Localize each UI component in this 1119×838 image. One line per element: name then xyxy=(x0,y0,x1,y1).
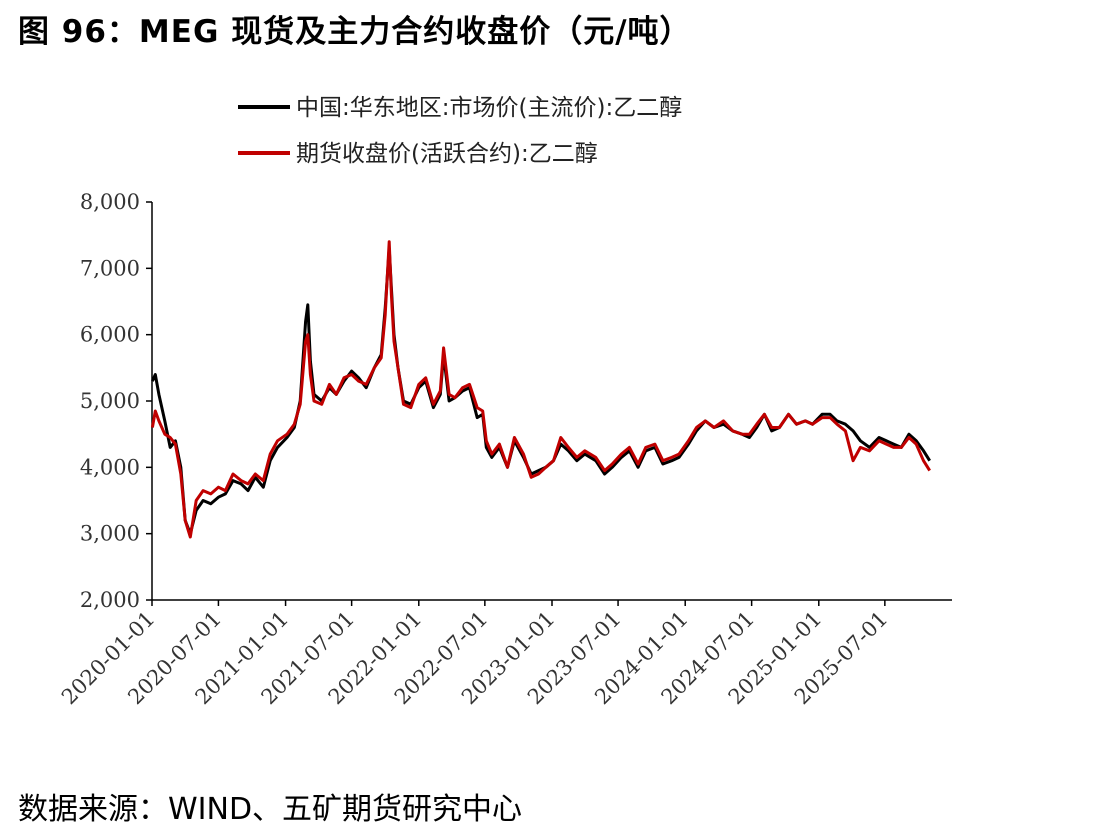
y-tick-label: 2,000 xyxy=(80,588,140,612)
chart-title: 图 96：MEG 现货及主力合约收盘价（元/吨） xyxy=(18,14,692,50)
source-note: 数据来源：WIND、五矿期货研究中心 xyxy=(18,792,523,827)
series-line-spot xyxy=(151,246,931,536)
legend-label-spot: 中国:华东地区:市场价(主流价):乙二醇 xyxy=(296,95,682,121)
y-tick-label: 7,000 xyxy=(80,256,140,280)
y-tick-label: 6,000 xyxy=(80,323,140,347)
legend: 中国:华东地区:市场价(主流价):乙二醇 期货收盘价(活跃合约):乙二醇 xyxy=(238,95,682,167)
legend-label-futures: 期货收盘价(活跃合约):乙二醇 xyxy=(296,141,598,167)
y-tick-label: 5,000 xyxy=(80,389,140,413)
y-tick-label: 4,000 xyxy=(80,455,140,479)
y-axis: 2,000 3,000 4,000 5,000 6,000 7,000 8,000 xyxy=(80,190,153,612)
line-chart: 中国:华东地区:市场价(主流价):乙二醇 期货收盘价(活跃合约):乙二醇 2,0… xyxy=(57,95,952,709)
series-line-futures xyxy=(150,240,931,539)
y-tick-label: 8,000 xyxy=(80,190,140,214)
y-tick-label: 3,000 xyxy=(80,522,140,546)
series-group xyxy=(150,240,931,539)
x-axis: 2020-01-012020-07-012021-01-012021-07-01… xyxy=(57,599,952,709)
